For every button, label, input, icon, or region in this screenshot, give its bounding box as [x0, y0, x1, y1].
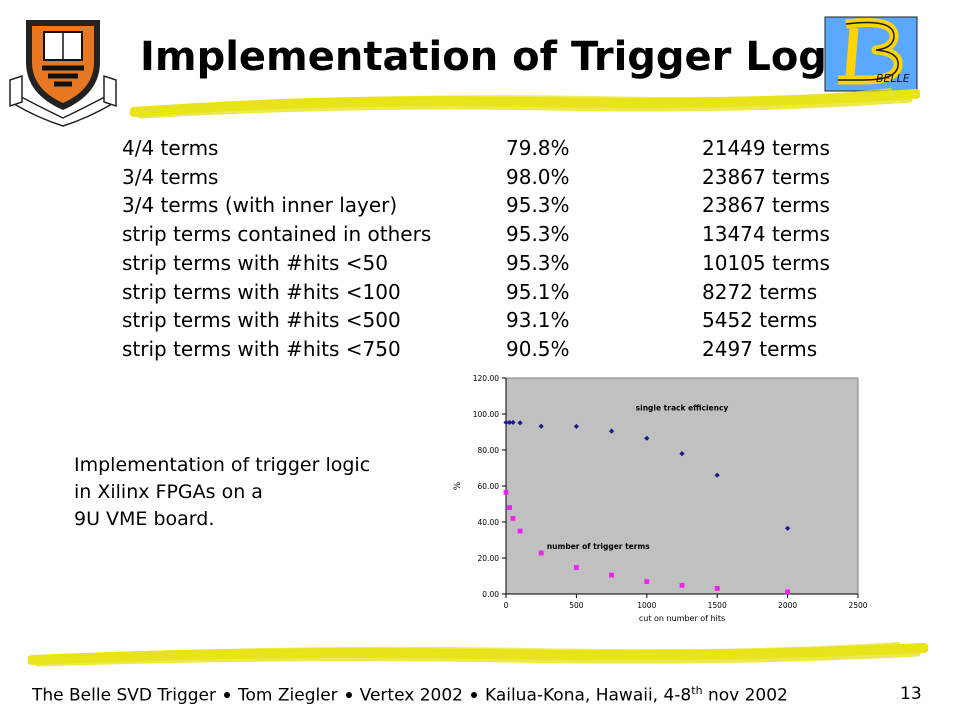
row-terms: 8272 terms: [702, 279, 818, 304]
trigger-terms-point: [644, 579, 650, 584]
caption-line: Implementation of trigger logic: [74, 454, 371, 476]
efficiency-point: [503, 419, 509, 426]
x-tick-label: 2500: [848, 601, 867, 610]
implementation-caption: Implementation of trigger logic in Xilin…: [74, 452, 370, 533]
row-label: 4/4 terms: [122, 136, 219, 160]
trigger-terms-point: [609, 572, 614, 578]
row-efficiency: 90.5%: [506, 336, 570, 361]
row-label: strip terms with #hits <750: [122, 336, 401, 361]
x-axis-label: cut on number of hits: [639, 614, 725, 623]
y-tick-label: 40.00: [478, 518, 500, 527]
row-efficiency: 95.1%: [506, 279, 570, 304]
row-terms: 23867 terms: [702, 164, 830, 189]
page-number: 13: [900, 684, 922, 704]
trigger-terms-point: [574, 565, 579, 570]
row-label: 3/4 terms (with inner layer): [122, 193, 398, 218]
y-tick-label: 80.00: [478, 446, 500, 455]
row-terms: 23867 terms: [702, 193, 830, 218]
footer-conference: Vertex 2002: [359, 685, 463, 706]
footer-date-suffix: th: [691, 684, 703, 697]
belle-logo: BELLE: [824, 16, 918, 96]
footer-date: nov 2002: [702, 685, 788, 706]
row-terms: 13474 terms: [702, 222, 830, 247]
series-label-efficiency: single track efficiency: [636, 403, 729, 412]
row-terms: 21449 terms: [702, 136, 830, 160]
caption-line: 9U VME board.: [74, 508, 215, 530]
plot-area: [505, 377, 859, 595]
slide-title: Implementation of Trigger Logic: [140, 34, 865, 80]
row-label: strip terms with #hits <50: [122, 250, 388, 275]
trigger-terms-point: [679, 582, 685, 588]
y-tick-label: 0.00: [482, 590, 499, 599]
row-label: strip terms with #hits <100: [122, 279, 401, 304]
x-tick-label: 500: [569, 601, 584, 610]
y-axis-label: %: [453, 481, 463, 490]
trigger-terms-point: [785, 589, 790, 595]
highlighter-stroke-bottom: [28, 642, 928, 667]
row-terms: 5452 terms: [702, 308, 818, 333]
bullet-icon: [224, 691, 230, 698]
trigger-terms-point: [538, 550, 544, 556]
row-label: 3/4 terms: [122, 164, 219, 189]
caption-line: in Xilinx FPGAs on a: [74, 481, 263, 503]
x-tick-label: 1000: [637, 601, 656, 610]
footer-author: Tom Ziegler: [238, 685, 338, 706]
x-tick-label: 1500: [708, 601, 727, 610]
row-label: strip terms contained in others: [122, 222, 432, 247]
footer-location: Kailua-Kona, Hawaii, 4-8: [484, 685, 692, 706]
row-efficiency: 95.3%: [506, 222, 570, 247]
chart-svg: 0.00 20.00 40.00 60.00 80.00 100.00 120.00 0 500…: [453, 374, 868, 623]
row-efficiency: 95.3%: [506, 193, 570, 218]
belle-logo-text: BELLE: [876, 72, 910, 85]
row-efficiency: 95.3%: [506, 250, 570, 275]
bullet-icon: [345, 691, 352, 698]
highlighter-stroke-top: [130, 88, 920, 119]
row-terms: 10105 terms: [702, 250, 830, 275]
row-efficiency: 79.8%: [506, 136, 570, 160]
row-label: strip terms with #hits <500: [122, 308, 401, 333]
princeton-shield-logo: [8, 10, 118, 132]
series-label-terms: number of trigger terms: [547, 542, 650, 551]
trigger-terms-point: [714, 586, 720, 591]
x-tick-label: 2000: [778, 601, 797, 610]
y-tick-label: 120.00: [473, 374, 499, 383]
row-efficiency: 98.0%: [506, 164, 570, 189]
efficiency-chart: 0.00 20.00 40.00 60.00 80.00 100.00 120.00 0 500…: [448, 372, 878, 638]
footer-talk: The Belle SVD Trigger: [32, 685, 216, 706]
y-tick-label: 100.00: [473, 410, 499, 419]
trigger-terms-point: [503, 489, 509, 495]
trigger-terms-point: [507, 505, 512, 510]
bullet-icon: [470, 691, 477, 698]
row-terms: 2497 terms: [702, 336, 818, 361]
y-tick-label: 60.00: [478, 482, 500, 491]
y-tick-label: 20.00: [478, 554, 500, 563]
footer: The Belle SVD Trigger Tom Ziegler Vertex 2…: [32, 684, 788, 706]
x-tick-label: 0: [504, 601, 509, 610]
row-efficiency: 93.1%: [506, 308, 570, 333]
trigger-terms-point: [517, 528, 523, 534]
trigger-terms-point: [510, 516, 516, 521]
